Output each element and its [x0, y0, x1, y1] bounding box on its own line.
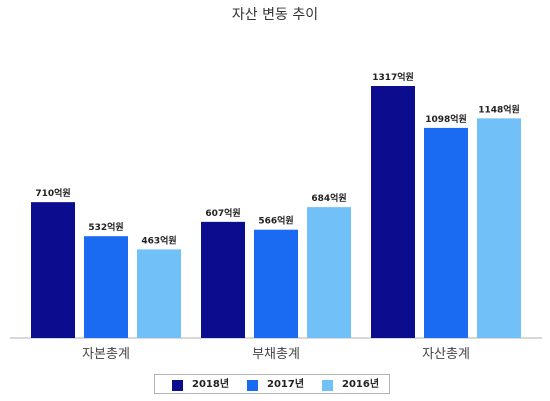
category-label-2: 자산총계: [422, 347, 470, 362]
value-label-2-0: 1317억원: [372, 71, 414, 83]
legend-label-2018: 2018년: [192, 379, 230, 390]
bar-2-2: [477, 118, 521, 338]
legend-label-2017: 2017년: [267, 379, 305, 390]
category-label-0: 자본총계: [82, 347, 130, 362]
value-label-0-1: 532억원: [88, 221, 123, 233]
bar-2-1: [424, 127, 468, 338]
bar-0-0: [31, 202, 75, 338]
value-label-2-1: 1098억원: [425, 113, 467, 125]
category-label-1: 부채총계: [252, 347, 300, 362]
value-label-2-2: 1148억원: [478, 103, 520, 115]
bar-0-1: [84, 236, 128, 338]
bar-0-2: [137, 249, 181, 338]
value-labels-layer: 710억원 532억원 463억원 607억원 566억원 684억원 1317억원 1098…: [35, 71, 519, 246]
value-label-0-0: 710억원: [35, 187, 70, 199]
value-label-1-1: 566억원: [258, 215, 293, 227]
bars-layer: [31, 86, 521, 338]
bar-2-0: [371, 86, 415, 338]
legend-label-2016: 2016년: [342, 379, 380, 390]
category-labels-layer: 자본총계 부채총계 자산총계: [82, 347, 470, 362]
chart-title: 자산 변동 추이: [231, 7, 319, 23]
legend-swatch-2018: [172, 380, 183, 391]
value-label-0-2: 463억원: [141, 234, 176, 246]
legend-swatch-2017: [247, 380, 258, 391]
value-label-1-2: 684억원: [311, 192, 346, 204]
value-label-1-0: 607억원: [205, 207, 240, 219]
bar-1-0: [201, 221, 245, 338]
bar-1-1: [254, 229, 298, 338]
bar-1-2: [307, 207, 351, 338]
legend: 2018년 2017년 2016년: [154, 374, 390, 394]
legend-swatch-2016: [322, 380, 333, 391]
